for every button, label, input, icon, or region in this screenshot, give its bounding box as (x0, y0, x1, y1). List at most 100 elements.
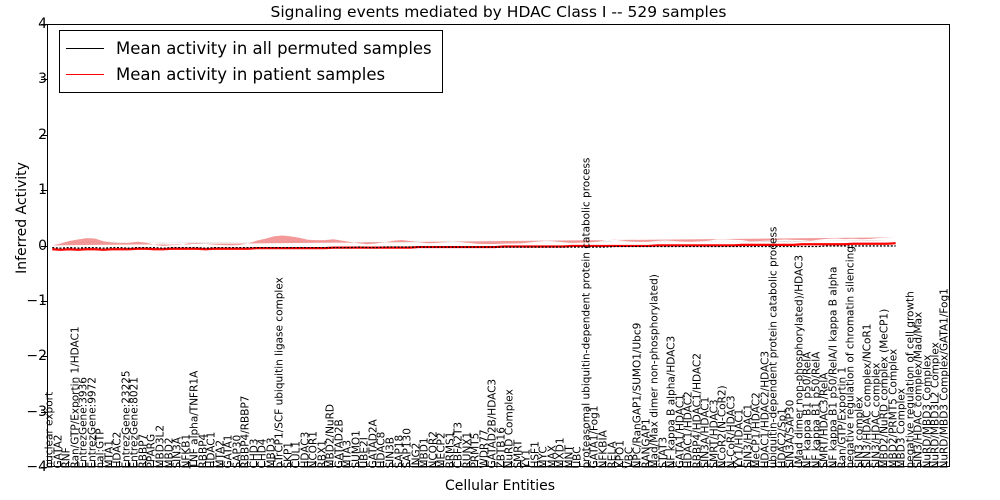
x-tick-mark (886, 461, 887, 467)
x-tick-mark (162, 461, 163, 467)
permuted-mean-line (52, 245, 896, 249)
x-tick-mark (792, 461, 793, 467)
x-tick-mark (68, 461, 69, 467)
x-tick-mark (596, 461, 597, 467)
x-tick-mark (273, 461, 274, 467)
x-tick-mark (358, 461, 359, 467)
x-tick-mark (844, 461, 845, 467)
x-tick-mark (503, 461, 504, 467)
x-tick-mark (119, 461, 120, 467)
x-tick-mark (614, 461, 615, 467)
y-tick-mark (41, 24, 47, 25)
x-tick-mark (281, 461, 282, 467)
y-tick-label: 4 (38, 16, 47, 32)
x-tick-mark (409, 461, 410, 467)
x-tick-mark (528, 461, 529, 467)
x-tick-mark (716, 461, 717, 467)
x-tick-mark (537, 461, 538, 467)
x-tick-mark (665, 461, 666, 467)
x-tick-mark (264, 461, 265, 467)
x-tick-mark (648, 461, 649, 467)
x-tick-mark (861, 461, 862, 467)
x-tick-mark (435, 461, 436, 467)
x-tick-mark (77, 461, 78, 467)
x-tick-mark (733, 461, 734, 467)
x-tick-mark (383, 461, 384, 467)
x-tick-mark (937, 461, 938, 467)
x-tick-mark (324, 461, 325, 467)
x-tick-mark (809, 461, 810, 467)
x-tick-mark (392, 461, 393, 467)
x-tick-mark (94, 461, 95, 467)
x-tick-mark (767, 461, 768, 467)
x-tick-mark (579, 461, 580, 467)
x-tick-mark (775, 461, 776, 467)
x-tick-mark (588, 461, 589, 467)
x-tick-mark (494, 461, 495, 467)
x-tick-mark (366, 461, 367, 467)
x-tick-mark (656, 461, 657, 467)
x-tick-mark (878, 461, 879, 467)
x-tick-mark (171, 461, 172, 467)
x-tick-mark (315, 461, 316, 467)
x-tick-mark (571, 461, 572, 467)
legend-label: Mean activity in all permuted samples (116, 38, 432, 58)
x-tick-mark (622, 461, 623, 467)
x-tick-mark (639, 461, 640, 467)
x-tick-mark (256, 461, 257, 467)
legend-swatch (66, 73, 104, 75)
plot-area (47, 24, 950, 467)
y-tick-mark (41, 411, 47, 413)
y-tick-label: −1 (26, 292, 47, 309)
y-tick-label: 3 (38, 71, 47, 88)
y-tick-mark (41, 190, 47, 192)
x-tick-mark (486, 461, 487, 467)
x-tick-mark (835, 461, 836, 467)
x-tick-mark (443, 461, 444, 467)
x-tick-mark (741, 461, 742, 467)
x-tick-mark (852, 461, 853, 467)
x-tick-mark (247, 461, 248, 467)
x-axis-label: Cellular Entities (444, 478, 556, 494)
x-tick-mark (724, 461, 725, 467)
x-tick-mark (153, 461, 154, 467)
chart-title: Signaling events mediated by HDAC Class … (270, 3, 727, 21)
x-tick-mark (60, 461, 61, 467)
y-tick-label: 1 (38, 182, 47, 199)
legend-label: Mean activity in patient samples (116, 64, 386, 84)
y-tick-label: −4 (26, 459, 47, 475)
y-tick-label: −3 (26, 403, 47, 420)
x-tick-mark (239, 461, 240, 467)
x-tick-mark (85, 461, 86, 467)
x-tick-mark (562, 461, 563, 467)
x-tick-mark (707, 461, 708, 467)
x-tick-mark (477, 461, 478, 467)
x-tick-mark (349, 461, 350, 467)
y-tick-mark (41, 79, 47, 81)
y-tick-label: 2 (38, 126, 47, 143)
x-tick-mark (929, 461, 930, 467)
x-tick-mark (826, 461, 827, 467)
x-tick-mark (222, 461, 223, 467)
x-tick-label: bTrCP1/SCF ubiquitin ligase complex (273, 276, 286, 468)
x-tick-mark (307, 461, 308, 467)
legend-entry: Mean activity in patient samples (66, 61, 432, 87)
y-axis-ticks (0, 0, 47, 500)
x-tick-mark (401, 461, 402, 467)
x-tick-mark (631, 461, 632, 467)
x-tick-mark (179, 461, 180, 467)
legend-entry: Mean activity in all permuted samples (66, 35, 432, 61)
x-tick-mark (801, 461, 802, 467)
x-tick-mark (818, 461, 819, 467)
y-axis-tick-labels: −4 −3 −2 −1 0 1 2 3 4 (0, 0, 47, 500)
x-tick-mark (469, 461, 470, 467)
x-tick-mark (290, 461, 291, 467)
x-tick-mark (136, 461, 137, 467)
x-tick-mark (946, 461, 947, 467)
y-tick-mark (41, 356, 47, 358)
x-tick-mark (111, 461, 112, 467)
x-tick-mark (554, 461, 555, 467)
x-tick-mark (188, 461, 189, 467)
x-tick-mark (213, 461, 214, 467)
